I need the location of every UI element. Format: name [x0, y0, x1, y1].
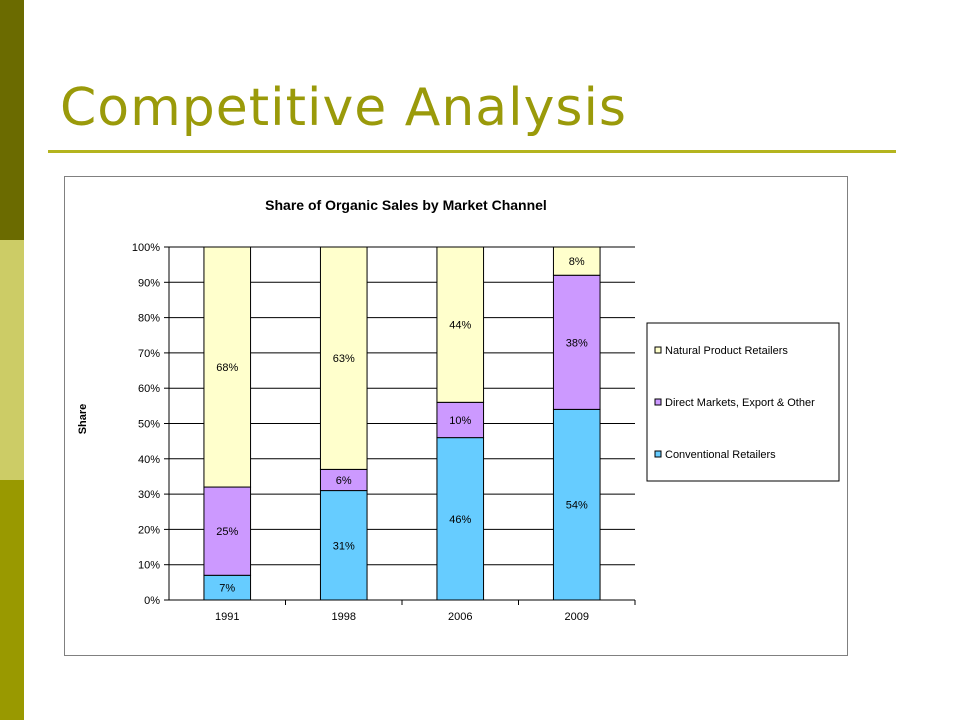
legend: Natural Product Retailers Direct Markets,… [646, 322, 840, 482]
legend-box [646, 322, 840, 482]
y-axis-label: Share [77, 404, 89, 435]
data-labels: 7% 25% 68% 31% 6% 63% 46% 10% 44% 54% 38% 8% [216, 256, 588, 595]
y-tick-label: 60% [138, 383, 160, 395]
bar-segment [319, 246, 368, 470]
data-label: 7% [219, 583, 235, 595]
x-tick-label: 1998 [332, 611, 356, 623]
legend-swatch [654, 450, 662, 458]
bar-segment [552, 246, 601, 276]
data-label: 46% [449, 514, 471, 526]
data-label: 10% [449, 415, 471, 427]
x-tick-label: 1991 [215, 611, 239, 623]
legend-swatch [654, 398, 662, 406]
bar-segment [203, 486, 252, 576]
data-label: 68% [216, 362, 238, 374]
data-label: 6% [336, 475, 352, 487]
slide-title: Competitive Analysis [60, 78, 627, 138]
sidebar-band-bottom [0, 480, 24, 720]
bars [203, 246, 601, 601]
legend-swatch [654, 346, 662, 354]
data-label: 8% [569, 256, 585, 268]
data-label: 63% [333, 353, 355, 365]
title-rule [48, 150, 896, 153]
data-label: 31% [333, 540, 355, 552]
bar-segment [436, 437, 485, 601]
y-tick-label: 70% [138, 348, 160, 360]
bar-segment [552, 274, 601, 410]
bar-segment [552, 408, 601, 601]
data-label: 25% [216, 526, 238, 538]
chart-frame: Share of Organic Sales by Market Channel… [64, 176, 848, 656]
y-tick-label: 100% [132, 242, 160, 254]
sidebar-band-middle [0, 240, 24, 480]
legend-label: Conventional Retailers [665, 449, 776, 461]
legend-label: Direct Markets, Export & Other [665, 397, 815, 409]
y-tick-label: 20% [138, 524, 160, 536]
y-tick-label: 90% [138, 277, 160, 289]
x-tick-label: 2006 [448, 611, 472, 623]
y-tick-label: 40% [138, 454, 160, 466]
y-tick-label: 0% [144, 595, 160, 607]
bar-segment [203, 574, 252, 601]
bar-segment [203, 246, 252, 488]
data-label: 38% [566, 337, 588, 349]
y-tick-label: 10% [138, 560, 160, 572]
y-tick-label: 80% [138, 313, 160, 325]
legend-label: Natural Product Retailers [665, 345, 788, 357]
bar-segment [436, 401, 485, 439]
data-label: 44% [449, 320, 471, 332]
stacked-bar-chart: Share of Organic Sales by Market Channel… [77, 197, 840, 623]
axes: 0% 10% 20% 30% 40% 50% 60% 70% 80% 90% 100% 1991 199… [132, 242, 636, 623]
y-tick-label: 50% [138, 419, 160, 431]
data-label: 54% [566, 500, 588, 512]
chart-title: Share of Organic Sales by Market Channel [265, 197, 547, 213]
y-tick-label: 30% [138, 489, 160, 501]
bar-segment [436, 246, 485, 403]
sidebar-band-top [0, 0, 24, 240]
x-tick-label: 2009 [565, 611, 589, 623]
bar-segment [319, 490, 368, 601]
